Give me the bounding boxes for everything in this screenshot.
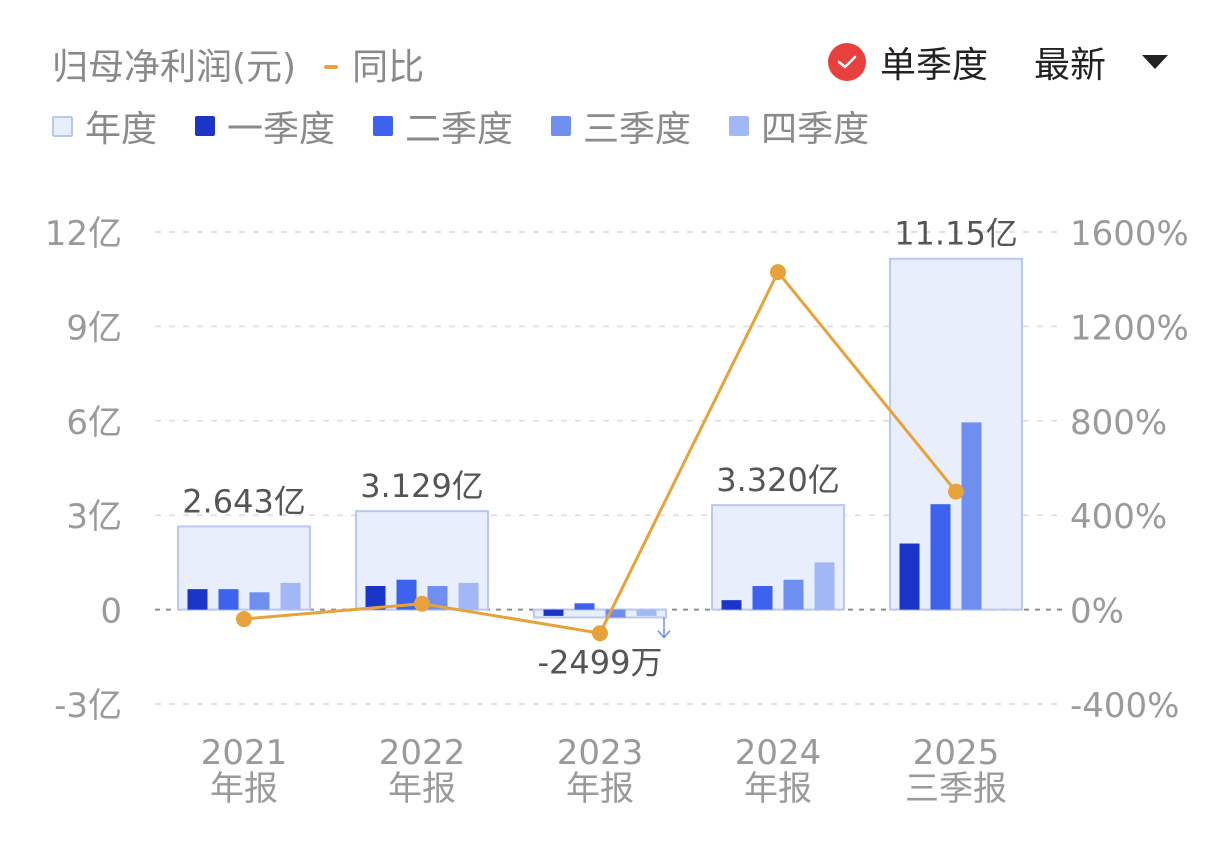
legend-label-annual: 年度 bbox=[85, 109, 158, 150]
x-tick-label-period: 三季报 bbox=[905, 769, 1007, 809]
quarterly-toggle-label: 单季度 bbox=[879, 45, 988, 86]
yoy-point bbox=[948, 483, 964, 500]
quarter-bar bbox=[930, 504, 951, 610]
legend-swatch-annual bbox=[52, 115, 73, 137]
y-right-tick-label: 1600% bbox=[1070, 214, 1189, 254]
quarter-bar bbox=[752, 586, 773, 610]
x-tick-label-year: 2023 bbox=[557, 733, 644, 773]
quarter-bar bbox=[783, 579, 804, 610]
y-left-tick-label: -3亿 bbox=[54, 686, 122, 726]
legend-label-q1: 一季度 bbox=[227, 109, 336, 150]
legend-item-annual[interactable]: 年度 bbox=[52, 100, 157, 152]
y-left-tick-label: 9亿 bbox=[66, 308, 122, 348]
legend: 年度 一季度 二季度 三季度 四季度 bbox=[52, 100, 907, 152]
x-tick-label-year: 2022 bbox=[379, 733, 466, 773]
caret-down-icon bbox=[1142, 55, 1168, 69]
legend-label-q2: 二季度 bbox=[405, 109, 514, 150]
quarter-bar bbox=[574, 603, 595, 610]
quarter-bar bbox=[249, 592, 270, 610]
x-tick-label-period: 年报 bbox=[388, 769, 456, 809]
yoy-point bbox=[592, 625, 608, 642]
y-right-tick-label: 1200% bbox=[1070, 308, 1189, 348]
chart-title: 归母净利润(元) bbox=[52, 47, 297, 88]
legend-item-q3[interactable]: 三季度 bbox=[551, 100, 691, 152]
quarter-bar bbox=[458, 582, 479, 610]
legend-label-q4: 四季度 bbox=[761, 109, 870, 150]
legend-item-q1[interactable]: 一季度 bbox=[195, 100, 335, 152]
x-tick-label-period: 年报 bbox=[210, 769, 278, 809]
check-icon bbox=[827, 43, 866, 81]
x-tick-label-year: 2024 bbox=[735, 733, 822, 773]
quarter-bar bbox=[280, 582, 301, 610]
y-left-tick-label: 12亿 bbox=[45, 214, 122, 254]
x-tick-label-period: 年报 bbox=[744, 769, 812, 809]
annual-value-label: 11.15亿 bbox=[894, 215, 1018, 253]
yoy-legend-dash-icon bbox=[324, 65, 339, 69]
quarter-bar bbox=[605, 609, 626, 618]
quarter-bar bbox=[218, 589, 239, 610]
quarter-bar bbox=[396, 579, 417, 610]
y-left-tick-label: 3亿 bbox=[66, 497, 122, 537]
yoy-point bbox=[770, 264, 786, 281]
y-right-tick-label: 0% bbox=[1070, 592, 1124, 632]
annual-value-label: 3.129亿 bbox=[360, 467, 484, 505]
quarter-bar bbox=[814, 562, 835, 610]
annual-value-label: 3.320亿 bbox=[716, 461, 840, 499]
y-right-tick-label: -400% bbox=[1070, 686, 1179, 726]
annual-value-label: -2499万 bbox=[538, 644, 663, 682]
annual-bar bbox=[533, 608, 667, 619]
legend-swatch-q4 bbox=[729, 116, 750, 136]
quarter-bar bbox=[365, 586, 386, 610]
period-dropdown[interactable]: 最新 bbox=[1034, 36, 1168, 88]
yoy-line bbox=[243, 269, 958, 635]
annual-value-label: 2.643亿 bbox=[182, 482, 306, 520]
legend-swatch-q3 bbox=[551, 116, 572, 136]
chart-controls: 单季度 最新 bbox=[827, 36, 1168, 88]
quarter-bar bbox=[721, 600, 742, 610]
down-arrow-icon bbox=[657, 617, 671, 639]
quarter-bar bbox=[543, 609, 564, 616]
y-right-tick-label: 800% bbox=[1070, 403, 1167, 443]
yoy-point bbox=[236, 611, 252, 628]
x-tick-label-period: 年报 bbox=[566, 769, 634, 809]
legend-swatch-q2 bbox=[373, 116, 394, 136]
quarter-bar bbox=[899, 543, 920, 610]
yoy-legend-label: 同比 bbox=[352, 47, 425, 88]
y-left-tick-label: 0 bbox=[100, 592, 122, 632]
legend-item-q2[interactable]: 二季度 bbox=[373, 100, 513, 152]
x-tick-label-year: 2021 bbox=[201, 733, 288, 773]
yoy-point bbox=[414, 595, 430, 612]
quarter-bar bbox=[636, 609, 657, 616]
y-right-tick-label: 400% bbox=[1070, 497, 1167, 537]
chart-header: 归母净利润(元) 同比 bbox=[52, 38, 424, 90]
quarter-bar bbox=[961, 422, 982, 610]
legend-item-q4[interactable]: 四季度 bbox=[729, 100, 869, 152]
x-tick-label-year: 2025 bbox=[913, 733, 1000, 773]
legend-swatch-q1 bbox=[195, 116, 216, 136]
quarter-bar bbox=[427, 586, 448, 610]
legend-label-q3: 三季度 bbox=[583, 109, 692, 150]
period-dropdown-value: 最新 bbox=[1033, 45, 1106, 86]
quarterly-toggle[interactable]: 单季度 bbox=[827, 36, 988, 88]
y-left-tick-label: 6亿 bbox=[66, 403, 122, 443]
quarter-bar bbox=[187, 589, 208, 610]
